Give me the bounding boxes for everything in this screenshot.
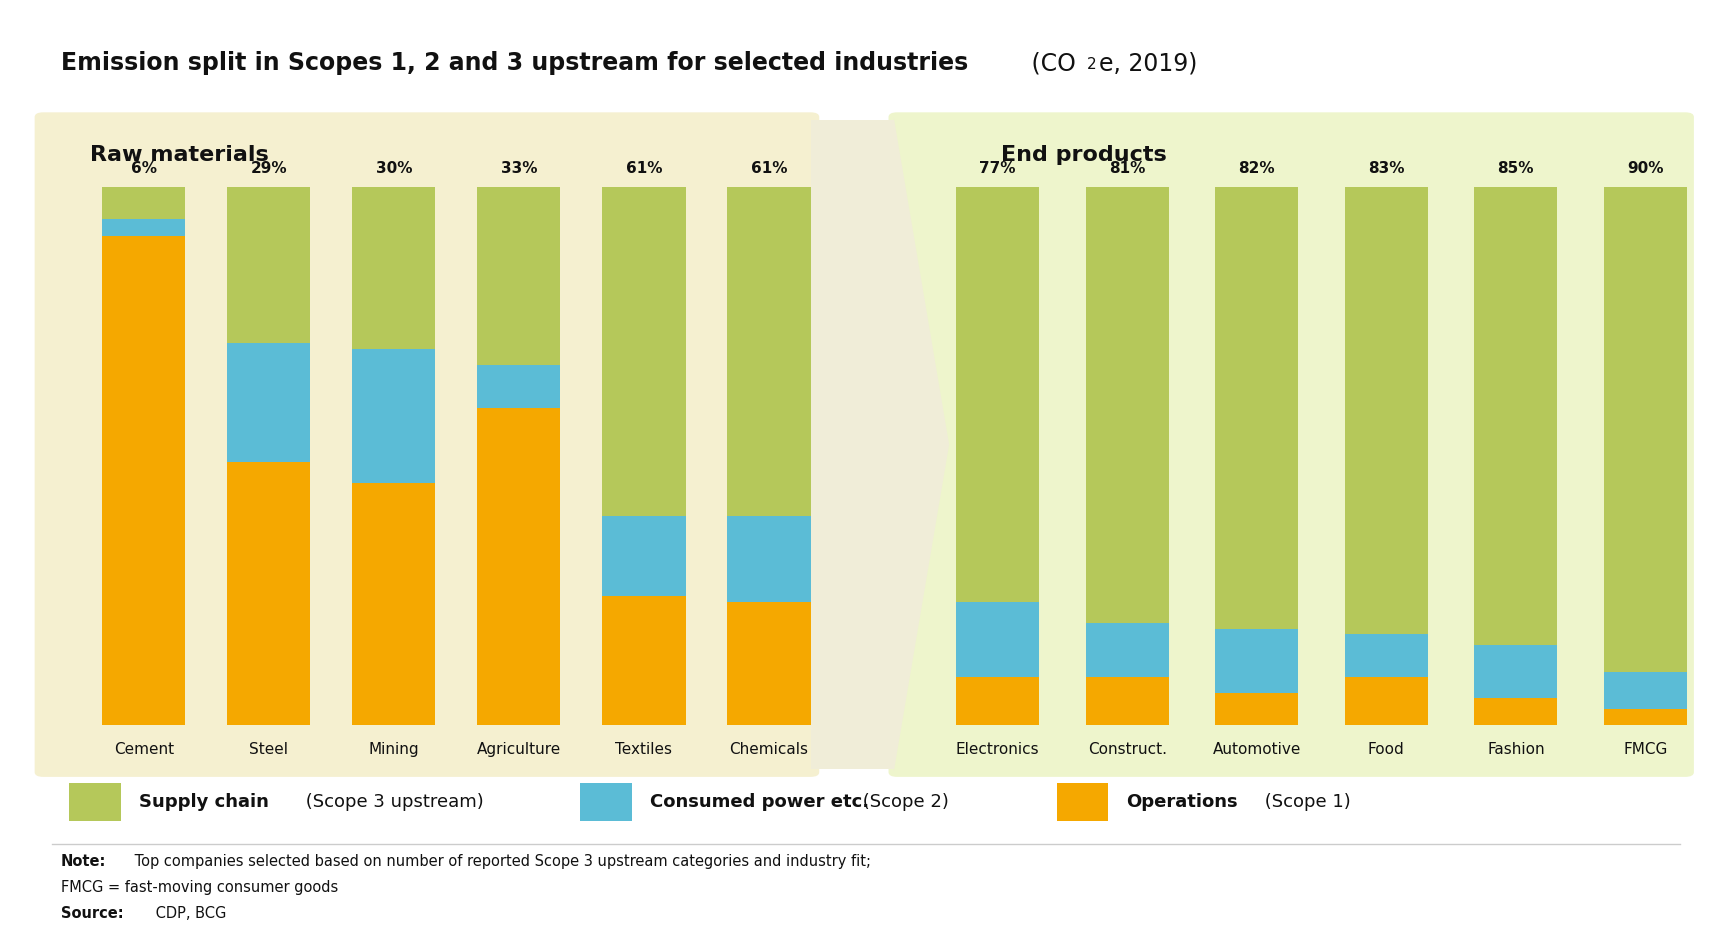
Bar (1216, 693, 1299, 725)
Text: (Scope 1): (Scope 1) (1259, 793, 1351, 812)
Text: Textiles: Textiles (615, 742, 672, 757)
Bar (727, 187, 811, 516)
Text: Top companies selected based on number of reported Scope 3 upstream categories a: Top companies selected based on number o… (130, 854, 871, 869)
Text: Fashion: Fashion (1488, 742, 1545, 757)
Text: 81%: 81% (1108, 161, 1145, 176)
Text: Raw materials: Raw materials (90, 145, 268, 165)
Text: 61%: 61% (625, 161, 662, 176)
Bar (1086, 677, 1169, 725)
Bar (69, 783, 121, 821)
Bar (1086, 623, 1169, 677)
Bar (352, 483, 435, 725)
FancyBboxPatch shape (35, 112, 819, 777)
Text: Consumed power etc.: Consumed power etc. (650, 793, 869, 812)
Text: (Scope 2): (Scope 2) (857, 793, 949, 812)
Text: FMCG: FMCG (1623, 742, 1668, 757)
Bar (227, 461, 310, 725)
Text: 82%: 82% (1238, 161, 1275, 176)
Text: Emission split in Scopes 1, 2 and 3 upstream for selected industries: Emission split in Scopes 1, 2 and 3 upst… (61, 51, 968, 76)
Bar (102, 187, 185, 219)
Text: (CO: (CO (1024, 51, 1076, 76)
Bar (1474, 645, 1557, 698)
Bar (1474, 698, 1557, 725)
Text: Cement: Cement (114, 742, 173, 757)
Bar (603, 187, 686, 516)
Bar (603, 516, 686, 596)
Text: (Scope 3 upstream): (Scope 3 upstream) (300, 793, 483, 812)
Bar (956, 677, 1039, 725)
Bar (478, 365, 561, 408)
Text: Food: Food (1368, 742, 1405, 757)
Text: Operations: Operations (1126, 793, 1237, 812)
Bar (102, 236, 185, 725)
Polygon shape (894, 117, 949, 772)
Bar (727, 602, 811, 725)
FancyBboxPatch shape (889, 112, 1694, 777)
Text: 61%: 61% (750, 161, 788, 176)
Bar (1604, 187, 1687, 672)
Bar (478, 187, 561, 365)
Bar (1604, 709, 1687, 725)
Bar (352, 187, 435, 348)
Text: 77%: 77% (979, 161, 1017, 176)
Text: 29%: 29% (251, 161, 288, 176)
Bar (1604, 672, 1687, 709)
Text: Note:: Note: (61, 854, 106, 869)
Text: 30%: 30% (376, 161, 412, 176)
Text: 85%: 85% (1498, 161, 1535, 176)
Bar (1344, 187, 1427, 634)
Bar (102, 219, 185, 236)
Text: Electronics: Electronics (956, 742, 1039, 757)
Text: 6%: 6% (130, 161, 158, 176)
Bar (1086, 187, 1169, 623)
Bar (1474, 187, 1557, 645)
Text: Mining: Mining (369, 742, 419, 757)
Text: 33%: 33% (501, 161, 537, 176)
Bar (811, 120, 894, 769)
Text: CDP, BCG: CDP, BCG (151, 906, 227, 921)
Text: Source:: Source: (61, 906, 123, 921)
Text: 2: 2 (1088, 57, 1096, 72)
Text: Construct.: Construct. (1088, 742, 1167, 757)
Bar (956, 187, 1039, 602)
Text: FMCG = fast-moving consumer goods: FMCG = fast-moving consumer goods (61, 880, 338, 895)
Text: Supply chain: Supply chain (139, 793, 268, 812)
Text: 83%: 83% (1368, 161, 1405, 176)
Bar (227, 187, 310, 344)
Bar (1344, 634, 1427, 677)
Text: Agriculture: Agriculture (476, 742, 561, 757)
Text: Chemicals: Chemicals (729, 742, 809, 757)
Bar (478, 408, 561, 725)
Text: End products: End products (1001, 145, 1167, 165)
Text: e, 2019): e, 2019) (1100, 51, 1197, 76)
Bar (1344, 677, 1427, 725)
Text: Steel: Steel (249, 742, 288, 757)
Bar (352, 348, 435, 483)
Text: 90%: 90% (1626, 161, 1664, 176)
Text: Automotive: Automotive (1212, 742, 1301, 757)
Bar (956, 602, 1039, 677)
Bar (603, 596, 686, 725)
Bar (1057, 783, 1108, 821)
Bar (227, 344, 310, 461)
Bar (727, 516, 811, 602)
Bar (1216, 629, 1299, 693)
Bar (1216, 187, 1299, 629)
Bar (580, 783, 632, 821)
